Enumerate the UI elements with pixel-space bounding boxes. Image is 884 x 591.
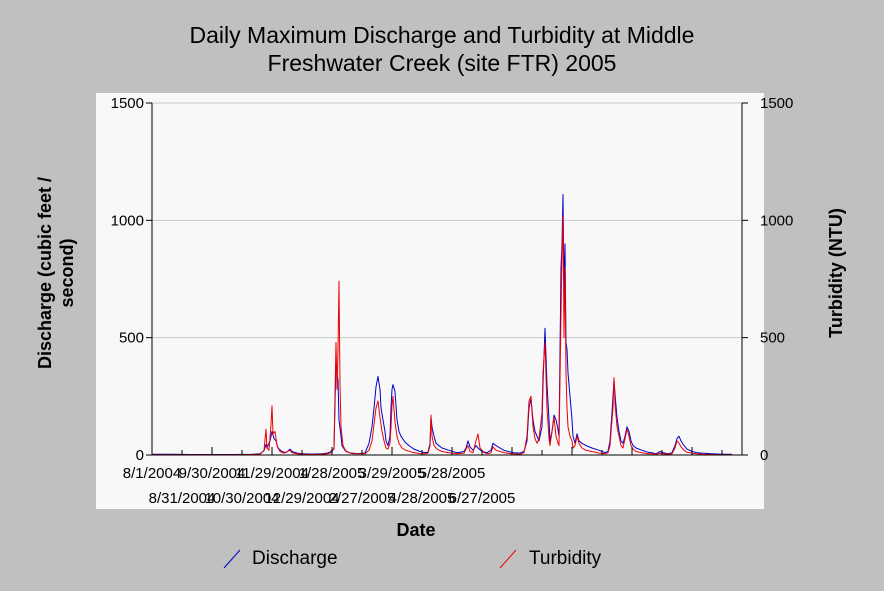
left-tick-label-0: 0 xyxy=(136,447,144,464)
x-tick-label-row2-0: 8/31/2004 xyxy=(149,490,216,507)
x-tick-label-row2-3: 2/27/2005 xyxy=(329,490,396,507)
x-tick-label-row1-0: 8/1/2004 xyxy=(123,465,181,482)
right-tick-label-1000: 1000 xyxy=(760,212,793,229)
legend-label-discharge: Discharge xyxy=(252,548,338,569)
chart-title-line1: Daily Maximum Discharge and Turbidity at… xyxy=(189,22,695,48)
left-tick-label-1000: 1000 xyxy=(111,212,144,229)
left-axis-title-line2: second) xyxy=(57,238,77,307)
left-axis-title-line1: Discharge (cubic feet / xyxy=(35,177,55,369)
chart-title-line2: Freshwater Creek (site FTR) 2005 xyxy=(267,50,617,76)
x-tick-label-row1-4: 3/29/2005 xyxy=(359,465,426,482)
gridlines xyxy=(152,102,742,339)
x-tick-label-row1-1: 9/30/2004 xyxy=(179,465,246,482)
x-tick-label-row1-3: 1/28/2005 xyxy=(299,465,366,482)
series-line-turbidity xyxy=(152,215,732,456)
axes xyxy=(151,103,743,456)
legend-label-turbidity: Turbidity xyxy=(529,548,602,569)
x-tick-label-row1-2: 11/29/2004 xyxy=(235,465,309,482)
x-tick-label-row2-2: 12/29/2004 xyxy=(264,490,339,507)
x-axis-title: Date xyxy=(396,520,435,540)
x-tick-label-row2-5: 6/27/2005 xyxy=(449,490,516,507)
x-tick-label-row1-5: 5/28/2005 xyxy=(419,465,486,482)
right-tick-label-1500: 1500 xyxy=(760,95,793,112)
left-tick-label-500: 500 xyxy=(119,330,144,347)
right-tick-label-500: 500 xyxy=(760,330,785,347)
legend-symbol-discharge xyxy=(223,549,241,569)
left-tick-label-1500: 1500 xyxy=(111,95,144,112)
right-tick-label-0: 0 xyxy=(760,447,768,464)
x-tick-label-row2-4: 4/28/2005 xyxy=(389,490,456,507)
series-lines xyxy=(152,194,732,456)
tick-labels: 0 0 500 500 1000 1000 1500 1500 8/1/20049/30/200… xyxy=(111,95,794,507)
right-axis-title: Turbidity (NTU) xyxy=(826,208,846,338)
legend-symbol-turbidity xyxy=(499,549,517,569)
legend: Discharge Turbidity xyxy=(223,548,602,569)
series-line-discharge xyxy=(152,194,732,455)
x-tick-label-row2-1: 10/30/2004 xyxy=(204,490,279,507)
